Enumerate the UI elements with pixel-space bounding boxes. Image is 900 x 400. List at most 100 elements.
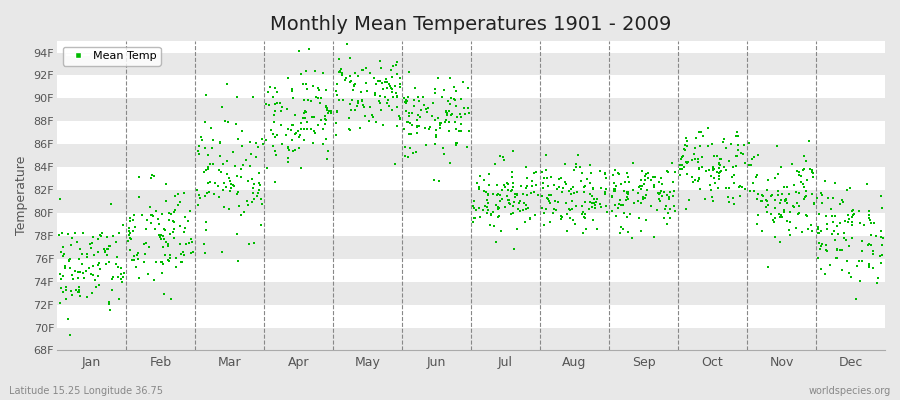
Point: [528, 168, 543, 175]
Point: [815, 200, 830, 207]
Point: [122, 246, 137, 253]
Point: [104, 201, 119, 207]
Point: [199, 92, 213, 98]
Point: [112, 264, 126, 270]
Point: [607, 188, 621, 194]
Point: [620, 196, 634, 203]
Point: [768, 215, 782, 221]
Point: [319, 117, 333, 124]
Point: [410, 130, 424, 136]
Point: [103, 259, 117, 266]
Title: Monthly Mean Temperatures 1901 - 2009: Monthly Mean Temperatures 1901 - 2009: [270, 15, 671, 34]
Point: [792, 209, 806, 216]
Point: [422, 126, 436, 132]
Point: [208, 180, 222, 186]
Point: [454, 114, 468, 120]
Point: [511, 206, 526, 212]
Point: [557, 178, 572, 185]
Point: [297, 97, 311, 104]
Point: [230, 191, 244, 198]
Point: [219, 184, 233, 190]
Point: [674, 154, 688, 160]
Point: [76, 274, 91, 281]
Point: [81, 265, 95, 272]
Point: [528, 212, 543, 218]
Point: [489, 202, 503, 209]
Point: [503, 201, 517, 207]
Point: [166, 226, 181, 232]
Point: [583, 180, 598, 186]
Point: [578, 211, 592, 218]
Point: [453, 111, 467, 117]
Point: [59, 284, 74, 291]
Point: [444, 95, 458, 102]
Point: [482, 171, 497, 178]
Point: [811, 230, 825, 236]
Point: [268, 134, 283, 140]
Point: [166, 209, 181, 216]
Point: [401, 154, 416, 160]
Point: [521, 204, 535, 211]
Point: [243, 138, 257, 145]
Point: [578, 183, 592, 189]
Point: [428, 132, 443, 138]
Point: [519, 192, 534, 198]
Point: [490, 192, 504, 198]
Point: [443, 100, 457, 107]
Point: [469, 206, 483, 213]
Point: [525, 178, 539, 185]
Point: [401, 131, 416, 137]
Point: [351, 73, 365, 80]
Point: [386, 94, 400, 100]
Point: [166, 218, 181, 224]
Point: [814, 190, 828, 196]
Point: [805, 228, 819, 235]
Point: [390, 59, 404, 65]
Point: [761, 177, 776, 184]
Point: [667, 202, 681, 209]
Point: [131, 275, 146, 282]
Point: [236, 162, 250, 168]
Point: [782, 227, 796, 234]
Point: [473, 213, 488, 220]
Point: [578, 199, 592, 205]
Point: [598, 170, 612, 176]
Point: [705, 194, 719, 200]
Point: [292, 132, 307, 138]
Point: [777, 206, 791, 213]
Point: [166, 228, 181, 235]
Point: [821, 194, 835, 201]
Point: [834, 267, 849, 273]
Point: [536, 185, 550, 191]
Point: [231, 189, 246, 195]
Point: [127, 253, 141, 259]
Point: [701, 143, 716, 149]
Point: [320, 87, 334, 93]
Point: [713, 168, 727, 175]
Point: [583, 198, 598, 205]
Point: [713, 156, 727, 162]
Point: [202, 189, 216, 195]
Point: [65, 272, 79, 278]
Point: [828, 237, 842, 243]
Point: [680, 160, 694, 166]
Point: [814, 228, 828, 235]
Point: [706, 153, 721, 159]
Point: [875, 251, 889, 258]
Point: [390, 93, 404, 100]
Point: [681, 159, 696, 165]
Point: [598, 189, 612, 196]
Point: [875, 242, 889, 248]
Point: [539, 152, 554, 158]
Point: [54, 249, 68, 256]
Point: [328, 88, 343, 94]
Point: [115, 274, 130, 280]
Point: [310, 122, 325, 128]
Point: [410, 124, 425, 130]
Point: [778, 197, 793, 203]
Point: [736, 142, 751, 148]
Point: [178, 225, 193, 231]
Point: [73, 293, 87, 300]
Point: [382, 102, 396, 109]
Point: [774, 196, 788, 203]
